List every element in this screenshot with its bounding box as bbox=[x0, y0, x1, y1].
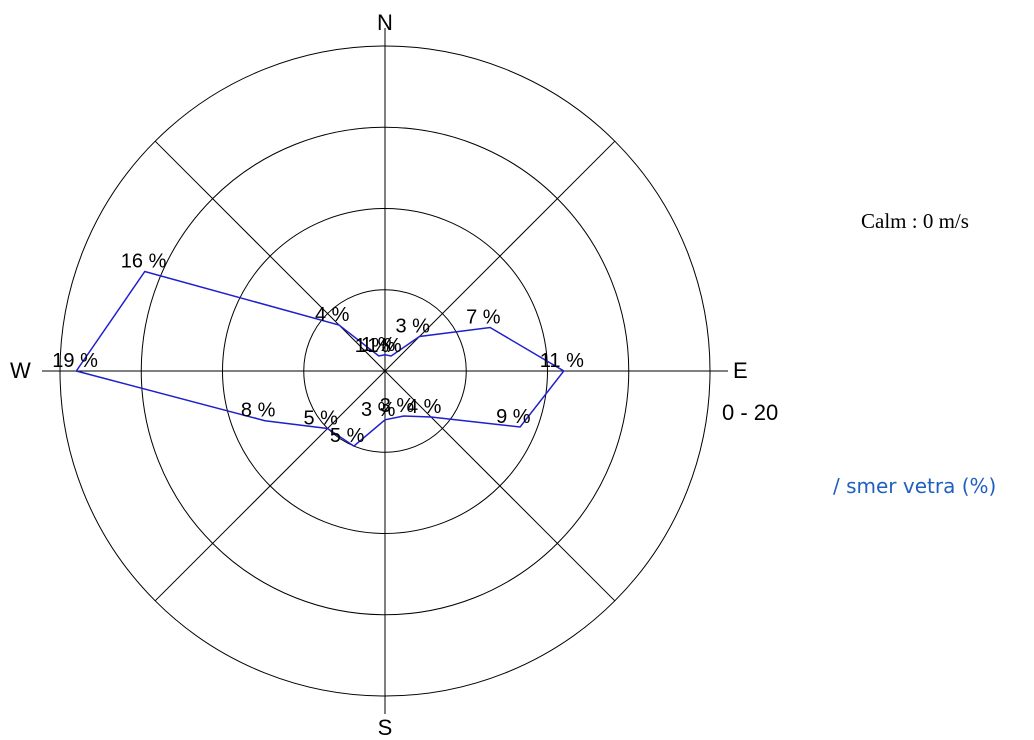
value-label: 16 % bbox=[121, 251, 167, 273]
value-label: 5 % bbox=[330, 425, 365, 447]
value-label: 1 % bbox=[367, 335, 402, 357]
value-label: 3 % bbox=[380, 395, 415, 417]
value-label: 8 % bbox=[241, 400, 276, 422]
compass-label-e: E bbox=[733, 358, 748, 383]
grid-spoke bbox=[154, 140, 386, 372]
value-label: 19 % bbox=[52, 350, 98, 372]
grid-spoke bbox=[384, 140, 616, 372]
value-label: 5 % bbox=[304, 408, 339, 430]
grid-spoke bbox=[154, 370, 386, 602]
speed-range-label: 0 - 20 bbox=[722, 400, 778, 425]
value-label: 4 % bbox=[407, 396, 442, 418]
value-label: 1 % bbox=[355, 335, 390, 357]
value-label: 3 % bbox=[361, 399, 396, 421]
compass-label-s: S bbox=[378, 715, 393, 740]
value-label: 3 % bbox=[396, 316, 431, 338]
value-labels: 1 %1 %3 % 7 %11 %9 %4 %3 %3 %5 %5 %8 %19 … bbox=[52, 251, 584, 448]
value-label: 9 % bbox=[496, 406, 531, 428]
wind-frequency-series bbox=[75, 270, 565, 448]
legend-label: / smer vetra (%) bbox=[833, 474, 997, 498]
value-label: 7 % bbox=[466, 307, 501, 329]
value-label: 4 % bbox=[315, 304, 350, 326]
polar-grid bbox=[42, 28, 728, 714]
grid-spoke bbox=[384, 370, 616, 602]
compass-label-n: N bbox=[377, 10, 393, 35]
value-label: 1 % bbox=[361, 334, 396, 356]
value-label: 11 % bbox=[540, 350, 584, 372]
calm-label: Calm : 0 m/s bbox=[861, 209, 969, 233]
compass-label-w: W bbox=[10, 358, 31, 383]
